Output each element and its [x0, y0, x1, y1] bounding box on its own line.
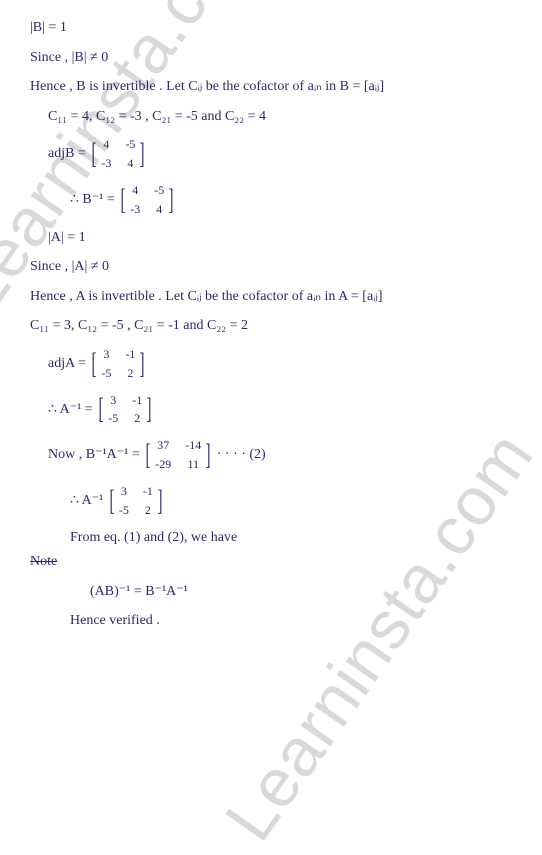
cell: 3	[119, 483, 129, 500]
cell: -14	[185, 437, 201, 454]
text-hence-b: Hence , B is invertible . Let Cᵢⱼ be the…	[30, 77, 512, 97]
hence-verified: Hence verified .	[70, 611, 512, 631]
bracket-right: ]	[157, 486, 162, 516]
binv-ainv-label: Now , B⁻¹A⁻¹ =	[48, 447, 140, 462]
cell: -5	[125, 136, 135, 153]
cell: 4	[125, 155, 135, 172]
bracket-left: [	[92, 349, 97, 379]
cell: -29	[155, 456, 171, 473]
cell: -1	[132, 392, 142, 409]
cell: 4	[154, 201, 164, 218]
ab-inv-identity: (AB)⁻¹ = B⁻¹A⁻¹	[90, 582, 512, 602]
equation-det-a: |A| = 1	[48, 228, 512, 248]
bracket-right: ]	[140, 349, 145, 379]
adj-b-row: adjB = [ 4 -5 -3 4 ]	[48, 136, 512, 172]
cell: -5	[154, 182, 164, 199]
binv-ainv-matrix: [ 37 -14 -29 11 ]	[143, 437, 213, 473]
bracket-right: ]	[169, 185, 174, 215]
cell: -3	[101, 155, 111, 172]
cell: -1	[125, 346, 135, 363]
b-inv-label: ∴ B⁻¹ =	[70, 192, 115, 207]
cell: -5	[119, 502, 129, 519]
adj-a-matrix: [ 3 -1 -5 2 ]	[89, 346, 147, 382]
struck-note: Note	[30, 552, 512, 572]
bracket-right: ]	[147, 394, 152, 424]
text-since-a: Since , |A| ≠ 0	[30, 257, 512, 277]
from-eq-text: From eq. (1) and (2), we have	[70, 528, 512, 548]
cell: 4	[130, 182, 140, 199]
cell: 2	[132, 410, 142, 427]
cell: 11	[185, 456, 201, 473]
cell: -5	[108, 410, 118, 427]
cell: -3	[130, 201, 140, 218]
cell: 37	[155, 437, 171, 454]
eq-ref-2: · · · · (2)	[217, 447, 266, 462]
adj-a-label: adjA =	[48, 356, 86, 371]
cell: 2	[125, 365, 135, 382]
adj-b-matrix: [ 4 -5 -3 4 ]	[89, 136, 147, 172]
adj-a-row: adjA = [ 3 -1 -5 2 ]	[48, 346, 512, 382]
bracket-left: [	[109, 486, 114, 516]
text-hence-a: Hence , A is invertible . Let Cᵢⱼ be the…	[30, 287, 512, 307]
a-inv-row: ∴ A⁻¹ = [ 3 -1 -5 2 ]	[48, 392, 512, 428]
cell: -1	[143, 483, 153, 500]
cell: -5	[101, 365, 111, 382]
a-inv-matrix: [ 3 -1 -5 2 ]	[96, 392, 154, 428]
page-content: |B| = 1 Since , |B| ≠ 0 Hence , B is inv…	[0, 0, 542, 659]
b-inv-row: ∴ B⁻¹ = [ 4 -5 -3 4 ]	[70, 182, 512, 218]
adj-b-label: adjB =	[48, 146, 86, 161]
bracket-right: ]	[140, 139, 145, 169]
bracket-left: [	[99, 394, 104, 424]
cell: 2	[143, 502, 153, 519]
b-inv-matrix: [ 4 -5 -3 4 ]	[118, 182, 176, 218]
bracket-left: [	[92, 139, 97, 169]
a-inv-row-2: ∴ A⁻¹ [ 3 -1 -5 2 ]	[70, 483, 512, 519]
a-inv-matrix-2: [ 3 -1 -5 2 ]	[107, 483, 165, 519]
cell: 3	[101, 346, 111, 363]
bracket-right: ]	[206, 440, 211, 470]
text-since-b: Since , |B| ≠ 0	[30, 48, 512, 68]
a-inv-label-2: ∴ A⁻¹	[70, 493, 103, 508]
binv-ainv-row: Now , B⁻¹A⁻¹ = [ 37 -14 -29 11 ] · · · ·…	[48, 437, 512, 473]
equation-det-b: |B| = 1	[30, 18, 512, 38]
cell: 3	[108, 392, 118, 409]
cofactors-b: C₁₁ = 4, C₁₂ = -3 , C₂₁ = -5 and C₂₂ = 4	[48, 107, 512, 127]
a-inv-label: ∴ A⁻¹ =	[48, 402, 93, 417]
cell: 4	[101, 136, 111, 153]
bracket-left: [	[146, 440, 151, 470]
bracket-left: [	[121, 185, 126, 215]
cofactors-a: C₁₁ = 3, C₁₂ = -5 , C₂₁ = -1 and C₂₂ = 2	[30, 316, 512, 336]
